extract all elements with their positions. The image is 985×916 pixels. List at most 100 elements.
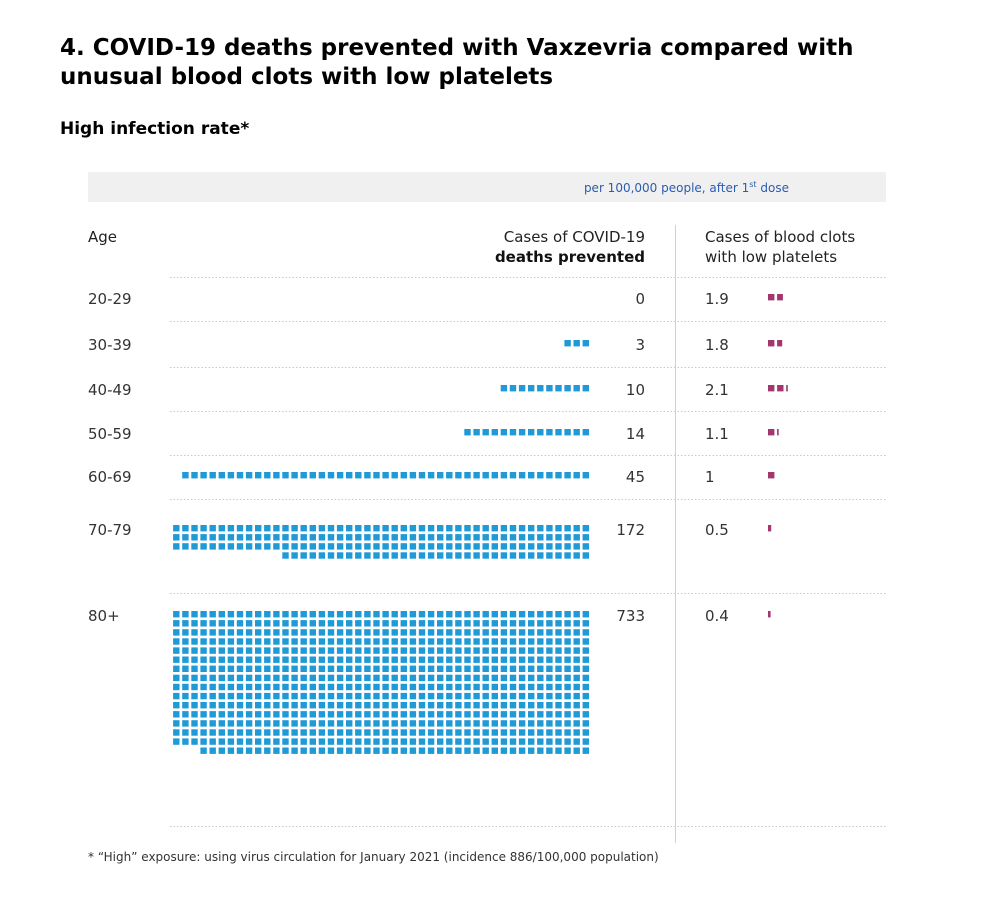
death-square-70-79 [573,534,580,541]
death-square-80 [355,720,362,727]
death-square-80 [336,656,344,663]
death-square-60-69 [227,472,235,479]
death-square-80 [273,702,280,709]
death-square-80 [282,720,289,727]
death-square-80 [191,738,198,745]
death-square-40-49 [555,385,562,392]
death-square-80 [200,656,207,663]
death-square-80 [528,674,535,682]
death-square-70-79 [218,525,225,532]
death-square-70-79 [564,543,571,550]
deaths-value-60-69: 45 [626,468,645,486]
death-square-80 [418,729,426,736]
death-square-70-79 [200,543,207,550]
death-square-80 [518,656,526,663]
death-square-80 [218,647,225,654]
death-square-80 [473,720,480,727]
death-square-80 [537,729,544,736]
death-square-80 [418,738,426,745]
death-square-70-79 [555,552,562,559]
death-square-80 [191,674,198,682]
death-square-70-79 [400,534,407,541]
death-square-80 [373,611,380,618]
death-square-80 [291,674,298,682]
death-square-80 [218,629,225,636]
death-square-80 [427,611,435,618]
death-square-80 [200,683,207,691]
clots-value-80: 0.4 [705,607,729,625]
death-square-80 [373,747,380,754]
death-square-80 [582,638,589,645]
death-square-80 [200,720,207,727]
death-square-80 [564,720,571,727]
death-square-70-79 [173,525,180,532]
death-square-80 [255,747,262,754]
death-square-80 [182,674,189,682]
death-square-80 [364,692,371,700]
death-square-80 [555,674,562,682]
death-square-70-79 [564,525,571,532]
death-square-80 [309,638,316,645]
death-square-80 [409,629,417,636]
death-square-80 [409,702,417,709]
death-square-80 [209,638,216,645]
death-square-80 [418,629,426,636]
death-square-70-79 [227,534,235,541]
death-square-80 [346,620,353,627]
death-square-70-79 [509,534,517,541]
death-square-60-69 [573,472,580,479]
death-square-70-79 [218,534,225,541]
death-square-80 [427,656,435,663]
death-square-80 [327,747,335,754]
death-square-80 [200,665,207,672]
death-square-80 [236,656,244,663]
death-square-80 [373,674,380,682]
death-square-80 [209,656,216,663]
deaths-value-80: 733 [616,607,645,625]
death-square-70-79 [346,543,353,550]
death-square-80 [418,674,426,682]
death-square-80 [528,620,535,627]
death-square-60-69 [555,472,562,479]
death-square-80 [336,738,344,745]
death-square-70-79 [573,543,580,550]
death-square-80 [537,720,544,727]
death-square-80 [364,729,371,736]
death-square-80 [182,729,189,736]
death-square-80 [309,692,316,700]
death-square-70-79 [546,534,553,541]
death-square-80 [318,720,326,727]
death-square-80 [373,629,380,636]
death-square-80 [346,674,353,682]
death-square-80 [491,711,498,718]
death-square-40-49 [509,385,517,392]
death-square-80 [209,702,216,709]
death-square-80 [427,720,435,727]
death-square-80 [191,692,198,700]
death-square-80 [437,629,444,636]
death-square-80 [336,720,344,727]
death-square-80 [336,747,344,754]
death-square-80 [500,611,508,618]
age-label-30-39: 30-39 [88,336,132,354]
death-square-80 [418,711,426,718]
death-square-80 [528,720,535,727]
death-square-80 [564,692,571,700]
death-square-80 [336,702,344,709]
death-square-80 [455,629,462,636]
death-square-70-79 [528,543,535,550]
death-square-80 [455,665,462,672]
death-square-80 [473,747,480,754]
death-square-80 [173,729,180,736]
death-square-80 [518,674,526,682]
death-square-80 [473,729,480,736]
death-square-80 [409,747,417,754]
death-square-80 [382,738,389,745]
death-square-80 [582,611,589,618]
death-square-80 [455,638,462,645]
death-square-80 [191,711,198,718]
death-square-80 [300,738,307,745]
death-square-80 [245,638,253,645]
death-square-80 [500,692,508,700]
death-square-80 [182,683,189,691]
